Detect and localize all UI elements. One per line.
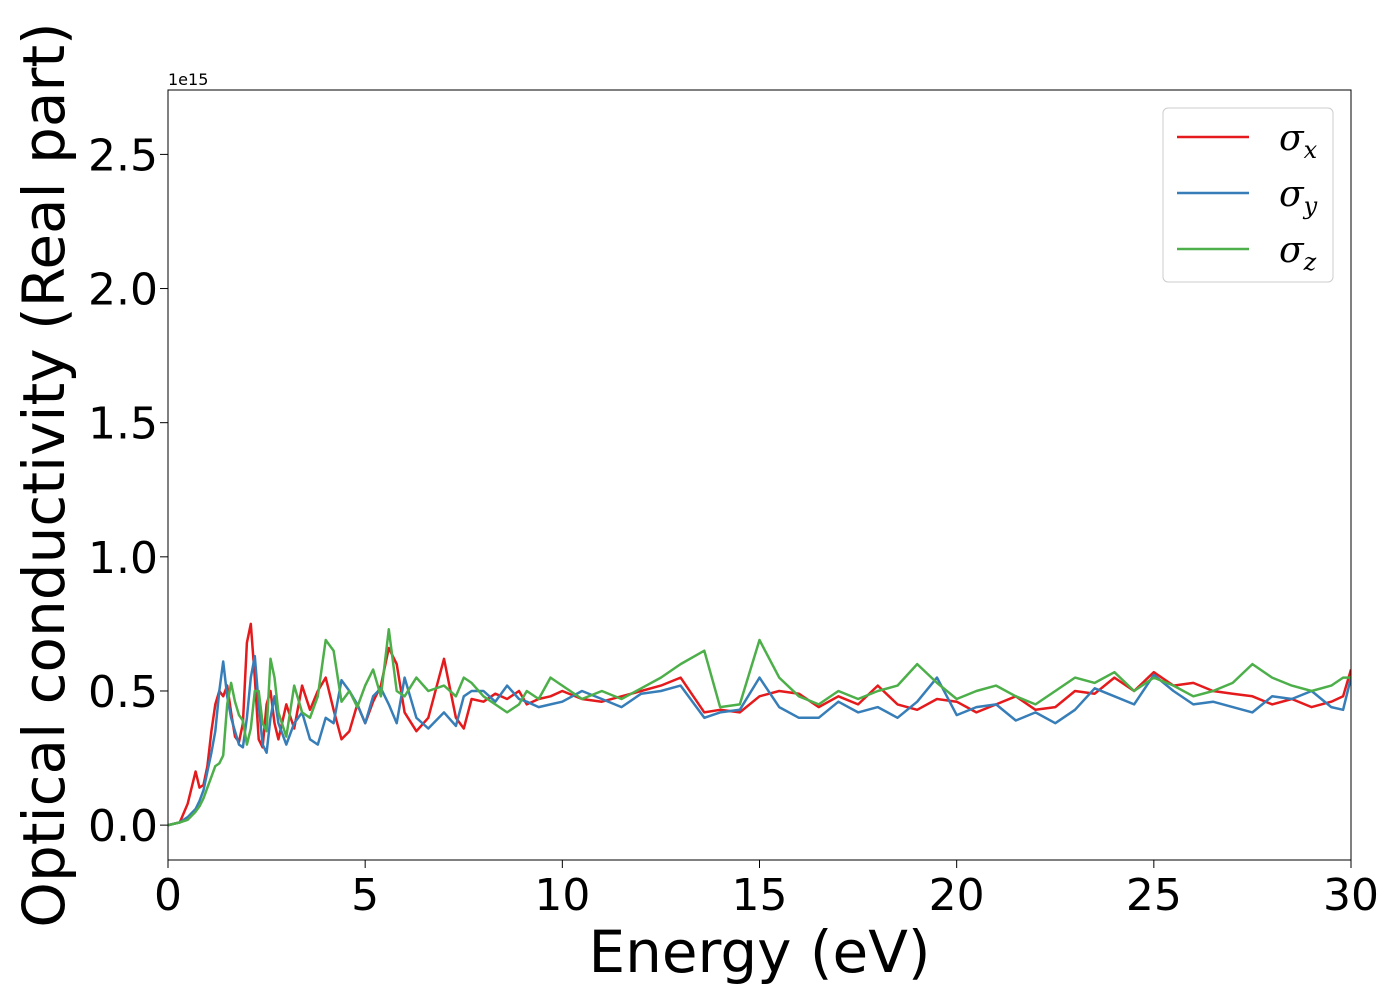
x-tick-label: 15: [732, 870, 788, 921]
y-tick-label: 2.5: [88, 130, 158, 181]
legend-label-x: σx: [1279, 118, 1318, 164]
series-line-z: [168, 628, 1351, 827]
x-tick-label: 10: [534, 870, 590, 921]
legend-symbol: σ: [1279, 230, 1305, 271]
plot-lines: [168, 622, 1351, 827]
x-tick-label: 30: [1323, 870, 1379, 921]
y-tick-label: 0.5: [88, 667, 158, 718]
y-axis-ticks: 0.0 0.5 1.0 1.5 2.0 2.5: [88, 130, 168, 852]
x-axis-ticks: 0 5 10 15 20 25 30: [154, 860, 1379, 921]
legend-subscript: z: [1303, 248, 1317, 276]
legend-subscript: y: [1303, 192, 1318, 220]
y-tick-label: 1.5: [88, 399, 158, 450]
legend-subscript: x: [1304, 136, 1318, 164]
x-tick-label: 25: [1126, 870, 1182, 921]
x-tick-label: 5: [351, 870, 379, 921]
legend-box: [1162, 107, 1334, 283]
y-tick-label: 2.0: [88, 265, 158, 316]
x-tick-label: 20: [929, 870, 985, 921]
x-axis-label: Energy (eV): [588, 918, 930, 986]
y-offset-label: 1e15: [168, 70, 208, 89]
legend-symbol: σ: [1279, 174, 1305, 215]
series-line-y: [168, 654, 1351, 827]
legend-label-y: σy: [1279, 174, 1318, 220]
legend-label-z: σz: [1279, 230, 1317, 276]
x-tick-label: 0: [154, 870, 182, 921]
y-tick-label: 1.0: [88, 533, 158, 584]
legend-symbol: σ: [1279, 118, 1305, 159]
y-axis-label: Optical conductivity (Real part): [10, 22, 78, 927]
y-tick-label: 0.0: [88, 801, 158, 852]
